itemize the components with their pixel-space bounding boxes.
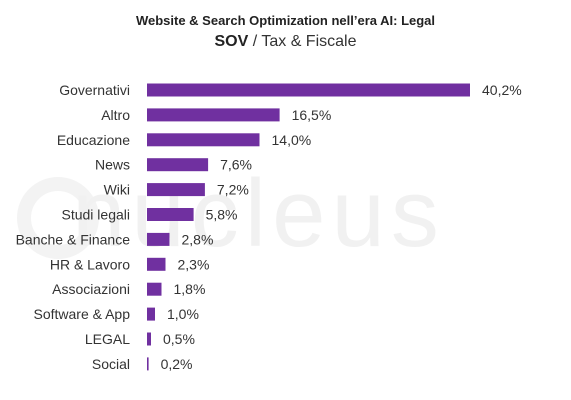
value-label-10: 0,5% — [163, 331, 195, 347]
category-label-8: Associazioni — [52, 281, 130, 297]
bar-7 — [147, 257, 166, 271]
bar-9 — [147, 307, 155, 321]
bar-11 — [147, 357, 149, 371]
category-label-5: Studi legali — [62, 207, 131, 223]
bar-10 — [147, 332, 151, 346]
bar-6 — [147, 232, 170, 246]
category-label-2: Educazione — [57, 132, 130, 148]
watermark-text: nucleus — [72, 160, 445, 267]
value-label-6: 2,8% — [182, 231, 214, 247]
value-label-7: 2,3% — [178, 256, 210, 272]
bar-1 — [147, 108, 280, 122]
bar-8 — [147, 282, 162, 296]
subtitle-sov: SOV — [214, 33, 249, 50]
bar-2 — [147, 133, 260, 147]
bar-5 — [147, 208, 194, 221]
chart-subtitle: SOV / Tax & Fiscale — [0, 33, 571, 51]
category-label-10: LEGAL — [85, 331, 130, 347]
bar-3 — [147, 158, 209, 172]
category-label-7: HR & Lavoro — [50, 256, 130, 272]
value-label-2: 14,0% — [272, 132, 312, 148]
category-label-0: Governativi — [59, 82, 130, 98]
category-label-1: Altro — [101, 107, 130, 123]
value-label-11: 0,2% — [161, 356, 193, 372]
category-labels-group: Governativi Altro Educazione News Wiki Studi … — [16, 82, 131, 372]
value-labels-group: 40,2% 16,5% 14,0% 7,6% 7,2% 5,8% 2,8% 2,3% 1,8% 1… — [161, 82, 522, 372]
watermark-gear-icon — [17, 177, 99, 259]
value-label-0: 40,2% — [482, 82, 522, 98]
category-label-9: Software & App — [33, 306, 130, 322]
value-label-5: 5,8% — [206, 207, 238, 223]
bar-4 — [147, 183, 205, 197]
bars-group — [147, 83, 470, 371]
value-label-1: 16,5% — [292, 107, 332, 123]
category-label-6: Banche & Finance — [16, 231, 131, 247]
value-label-4: 7,2% — [217, 182, 249, 198]
value-label-8: 1,8% — [174, 281, 206, 297]
value-label-9: 1,0% — [167, 306, 199, 322]
chart-title: Website & Search Optimization nell’era A… — [135, 13, 436, 28]
value-label-3: 7,6% — [220, 157, 252, 173]
nucleus-watermark-logo: nucleus — [17, 160, 445, 267]
category-label-4: Wiki — [104, 182, 130, 198]
bar-0 — [147, 83, 470, 97]
category-label-11: Social — [92, 356, 130, 372]
category-label-3: News — [95, 157, 130, 173]
subtitle-topic: / Tax & Fiscale — [248, 33, 357, 50]
